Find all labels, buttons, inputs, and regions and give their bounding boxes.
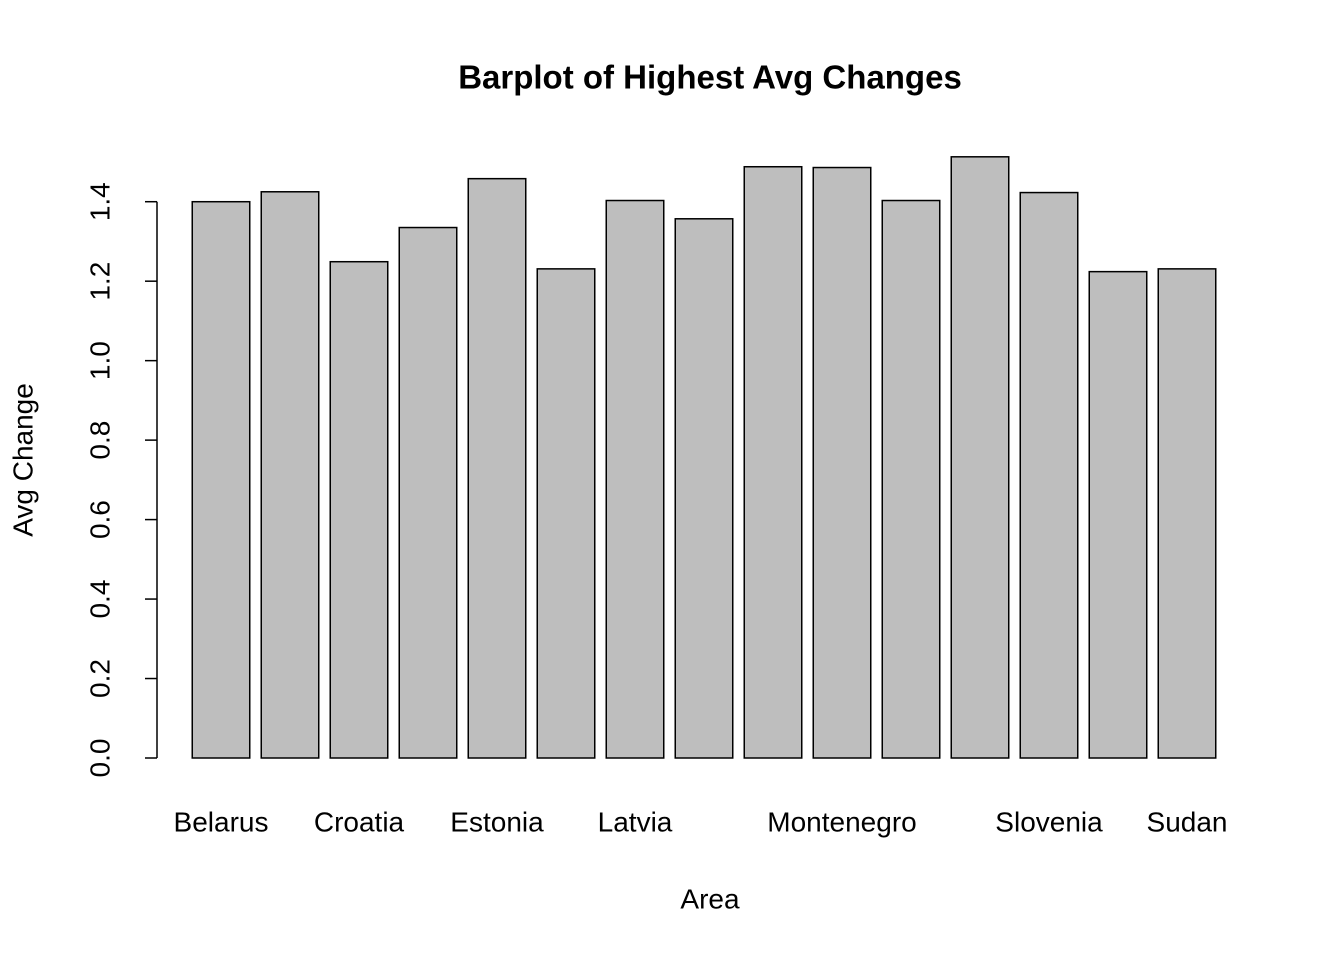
- bar: [605, 199, 665, 759]
- x-tick-label: Slovenia: [995, 806, 1103, 837]
- chart-title: Barplot of Highest Avg Changes: [458, 59, 962, 96]
- bar: [536, 268, 596, 759]
- bar: [950, 156, 1010, 759]
- bar: [329, 260, 389, 759]
- x-tick-label: Croatia: [314, 806, 405, 837]
- bar: [1088, 270, 1148, 759]
- y-tick-label: 0.0: [84, 739, 115, 778]
- bar: [1019, 191, 1079, 759]
- y-tick-label: 0.4: [84, 580, 115, 619]
- x-tick-label: Latvia: [598, 806, 673, 837]
- bar: [881, 199, 941, 759]
- bar: [743, 165, 803, 759]
- y-tick-label: 0.2: [84, 659, 115, 698]
- x-axis-label: Area: [680, 883, 740, 914]
- x-tick-label: Estonia: [450, 806, 544, 837]
- y-tick-label: 0.6: [84, 500, 115, 539]
- y-tick-label: 1.2: [84, 262, 115, 301]
- y-tick-label: 1.4: [84, 182, 115, 221]
- bar: [260, 191, 320, 759]
- x-tick-label: Sudan: [1147, 806, 1228, 837]
- y-tick-label: 1.0: [84, 341, 115, 380]
- x-tick-label: Belarus: [174, 806, 269, 837]
- bar: [812, 166, 872, 759]
- bar: [191, 200, 251, 759]
- bar: [1157, 268, 1217, 759]
- bar: [467, 177, 527, 759]
- x-tick-label: Montenegro: [767, 806, 916, 837]
- bar: [674, 218, 734, 759]
- y-axis-label: Avg Change: [7, 383, 38, 537]
- bar: [398, 226, 458, 759]
- y-tick-label: 0.8: [84, 421, 115, 460]
